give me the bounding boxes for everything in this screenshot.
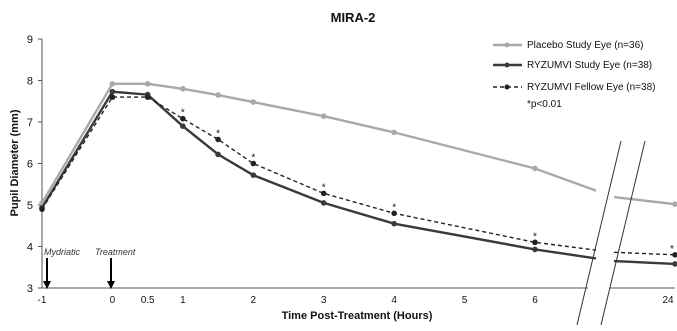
point-ryzumvi-fellow-eye-0-5	[144, 94, 151, 100]
axis-break-marks	[576, 140, 646, 326]
point-ryzumvi-study-eye-1-5	[215, 151, 221, 158]
x-tick-label-6: 6	[532, 295, 538, 306]
point-placebo-study-eye-0-5	[144, 81, 151, 87]
legend-marker-placebo	[504, 42, 510, 48]
point-ryzumvi-fellow-eye-6	[532, 239, 538, 246]
series-line-placebo-study-eye-after-break	[613, 195, 676, 206]
series-line-ryzumvi-fellow-eye	[41, 96, 597, 251]
y-tick-label-8: 8	[27, 76, 33, 88]
series-line-ryzumvi-study-eye	[40, 90, 597, 260]
x-tick-label-24: 24	[662, 295, 674, 306]
significance-star-2: *	[251, 153, 255, 164]
significance-star-6: *	[533, 231, 537, 242]
point-placebo-study-eye-1	[180, 86, 186, 92]
y-axis-title: Pupil Diameter (mm)	[9, 109, 21, 216]
point-placebo-study-eye-24	[672, 201, 677, 207]
point-ryzumvi-study-eye-0	[109, 88, 116, 95]
point-placebo-study-eye-3	[320, 113, 327, 119]
point-ryzumvi-study-eye-3	[320, 200, 327, 206]
series-line-ryzumvi-fellow-eye-after-break	[613, 251, 676, 256]
point-ryzumvi-study-eye-24	[672, 261, 677, 267]
significance-star-1-5: *	[216, 128, 220, 139]
point-ryzumvi-fellow-eye-2	[250, 160, 257, 167]
x-tick-label-2: 2	[251, 295, 257, 306]
chart-title: MIRA-2	[331, 10, 376, 25]
legend: Placebo Study Eye (n=36) RYZUMVI Study E…	[493, 40, 655, 110]
point-placebo-study-eye-4	[391, 129, 397, 136]
significance-markers: * * * * * * *	[181, 108, 674, 255]
significance-star-4: *	[392, 202, 396, 213]
series-line-placebo-study-eye	[40, 82, 597, 204]
point-ryzumvi-fellow-eye-1	[180, 115, 186, 122]
legend-marker-ryzumvi-study	[504, 62, 510, 68]
x-tick-label-1: -1	[38, 295, 47, 306]
arrow-mydriatic-head	[43, 281, 51, 289]
significance-note: *p<0.01	[527, 99, 562, 110]
x-axis-title: Time Post-Treatment (Hours)	[282, 310, 433, 322]
point-ryzumvi-fellow-eye-1	[39, 206, 45, 212]
point-ryzumvi-fellow-eye-24	[672, 252, 677, 258]
y-tick-label-9: 9	[27, 34, 33, 46]
legend-label-ryzumvi-fellow: RYZUMVI Fellow Eye (n=38)	[527, 82, 655, 93]
point-ryzumvi-study-eye-6	[532, 246, 538, 253]
x-tick-label-1: 1	[180, 295, 186, 306]
point-placebo-study-eye-0	[109, 81, 116, 87]
annotation-treatment: Treatment	[95, 247, 136, 257]
legend-item-ryzumvi-fellow: RYZUMVI Fellow Eye (n=38)	[493, 82, 655, 93]
x-tick-label-5: 5	[462, 295, 468, 306]
y-tick-label-3: 3	[27, 283, 33, 295]
legend-marker-ryzumvi-fellow	[504, 84, 510, 90]
y-tick-label-6: 6	[27, 159, 33, 171]
point-ryzumvi-study-eye-1	[180, 123, 186, 129]
event-annotations: Mydriatic Treatment	[43, 247, 136, 289]
significance-star-24: *	[670, 244, 674, 255]
x-tick-label-0-5: 0.5	[141, 295, 155, 306]
point-ryzumvi-study-eye-4	[391, 220, 397, 227]
x-tick-label-4: 4	[391, 295, 397, 306]
y-tick-label-5: 5	[27, 200, 33, 212]
axis-break-mark-left	[576, 140, 622, 326]
y-tick-labels: 3 4 5 6 7 8 9	[27, 34, 42, 295]
legend-label-ryzumvi-study: RYZUMVI Study Eye (n=38)	[527, 60, 652, 71]
arrow-treatment-head	[107, 281, 115, 289]
significance-star-1: *	[181, 108, 185, 119]
y-tick-label-4: 4	[27, 242, 33, 254]
x-tick-label-0: 0	[110, 295, 116, 306]
legend-item-ryzumvi-study: RYZUMVI Study Eye (n=38)	[493, 60, 652, 71]
point-ryzumvi-fellow-eye-1-5	[215, 136, 221, 143]
point-ryzumvi-fellow-eye-4	[391, 210, 397, 217]
legend-item-placebo: Placebo Study Eye (n=36)	[493, 40, 643, 51]
series-layer	[39, 81, 677, 267]
point-placebo-study-eye-2	[250, 99, 257, 105]
legend-label-placebo: Placebo Study Eye (n=36)	[527, 40, 643, 51]
significance-star-3: *	[322, 182, 326, 193]
axis-break-mark-right	[600, 140, 646, 326]
point-ryzumvi-study-eye-2	[250, 172, 257, 178]
y-tick-label-7: 7	[27, 117, 33, 129]
series-line-ryzumvi-study-eye-after-break	[613, 259, 676, 266]
point-ryzumvi-fellow-eye-0	[109, 94, 116, 100]
x-tick-label-3: 3	[321, 295, 327, 306]
x-tick-labels: -1 0 0.5 1 2 3 4 5 6 24	[38, 295, 674, 306]
annotation-mydriatic: Mydriatic	[44, 247, 81, 257]
point-ryzumvi-fellow-eye-3	[320, 190, 327, 197]
point-placebo-study-eye-1-5	[215, 92, 221, 98]
point-placebo-study-eye-6	[532, 165, 538, 172]
